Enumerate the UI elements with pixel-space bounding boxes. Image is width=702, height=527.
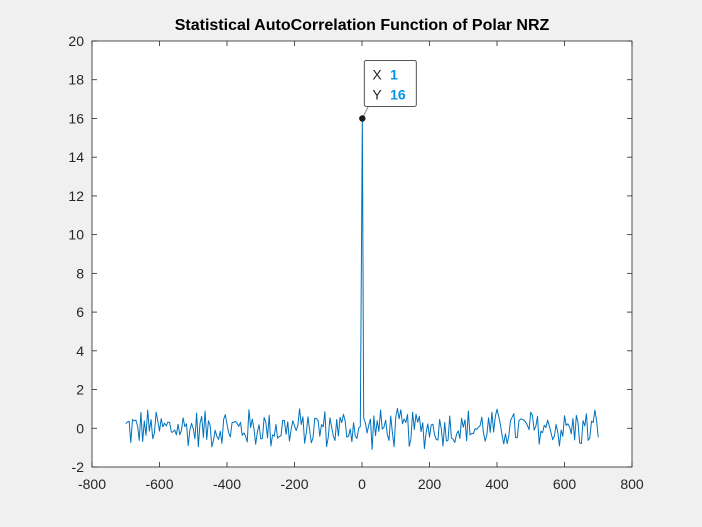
datatip-x-key: X [372, 66, 382, 82]
ticks-layer: -800 -600 -400 -200 0 200 400 600 800-2024681012… [68, 33, 643, 492]
y-tick-label: 2 [76, 382, 84, 398]
datatip-marker[interactable] [359, 115, 366, 122]
x-tick-label: 800 [620, 476, 644, 492]
x-tick-label: -400 [213, 476, 241, 492]
axes-area[interactable] [92, 41, 632, 467]
datatip-box[interactable] [363, 59, 417, 107]
x-tick-label: 400 [485, 476, 509, 492]
x-tick-label: -200 [280, 476, 308, 492]
y-tick-label: 16 [68, 110, 84, 126]
y-tick-label: 14 [68, 149, 84, 165]
y-tick-label: -2 [72, 459, 85, 475]
x-tick-label: 0 [358, 476, 366, 492]
y-tick-label: 0 [76, 420, 84, 436]
datatip-x-line: X 1 [372, 66, 398, 83]
y-tick-label: 18 [68, 72, 84, 88]
datatip-x-value: 1 [390, 66, 398, 82]
y-tick-label: 20 [68, 33, 84, 49]
chart-title: Statistical AutoCorrelation Function of … [175, 17, 550, 34]
x-tick-label: 600 [553, 476, 577, 492]
x-tick-label: -800 [78, 476, 106, 492]
y-tick-label: 8 [76, 265, 84, 281]
y-tick-label: 6 [76, 304, 84, 320]
datatip-y-line: Y 16 [372, 86, 406, 103]
y-tick-label: 4 [76, 343, 84, 359]
datatip-y-value: 16 [390, 86, 406, 102]
y-tick-label: 10 [68, 227, 84, 243]
datatip[interactable]: X 1 Y 16 [359, 59, 417, 122]
y-tick-label: 12 [68, 188, 84, 204]
x-tick-label: -600 [145, 476, 173, 492]
datatip-y-key: Y [372, 86, 382, 102]
x-tick-label: 200 [418, 476, 442, 492]
